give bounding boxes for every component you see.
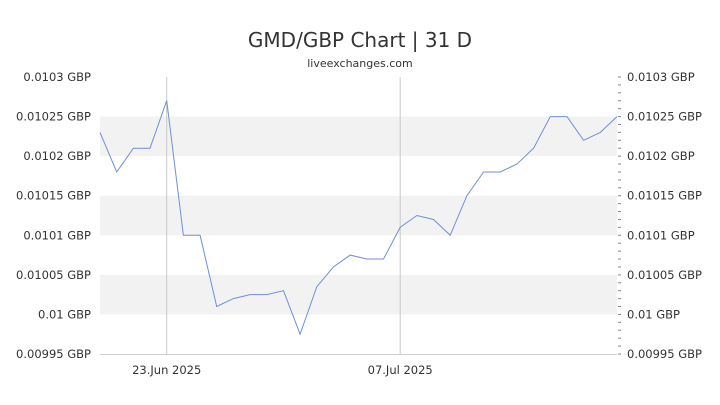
y-tick-label-right: 0.01005 GBP: [627, 268, 702, 282]
x-tick-label: 07.Jul 2025: [368, 363, 433, 377]
y-tick-label-left: 0.0101 GBP: [23, 228, 91, 242]
x-tick-label: 23.Jun 2025: [132, 363, 201, 377]
y-tick-label-left: 0.0103 GBP: [23, 70, 91, 84]
y-tick-label-right: 0.00995 GBP: [627, 347, 702, 361]
y-tick-label-left: 0.01025 GBP: [16, 110, 91, 124]
chart-subtitle: liveexchanges.com: [307, 57, 412, 70]
y-tick-label-right: 0.0101 GBP: [627, 228, 695, 242]
right-axis-minor-ticks: [618, 76, 621, 355]
y-tick-label-left: 0.01015 GBP: [16, 189, 91, 203]
y-tick-label-right: 0.0103 GBP: [627, 70, 695, 84]
y-tick-label-right: 0.0102 GBP: [627, 149, 695, 163]
y-tick-label-left: 0.0102 GBP: [23, 149, 91, 163]
y-tick-label-left: 0.01 GBP: [38, 307, 91, 321]
grid-bands: [100, 116, 617, 315]
chart-title: GMD/GBP Chart | 31 D: [248, 28, 472, 52]
y-tick-label-left: 0.01005 GBP: [16, 268, 91, 282]
vertical-gridlines: [166, 77, 401, 354]
y-tick-label-left: 0.00995 GBP: [16, 347, 91, 361]
y-axis-labels-right: 0.0103 GBP 0.01025 GBP 0.0102 GBP 0.01015 G…: [627, 70, 702, 361]
series-line: [99, 100, 618, 336]
grid-band: [100, 274, 617, 315]
y-tick-label-right: 0.01 GBP: [627, 307, 680, 321]
grid-band: [100, 116, 617, 157]
y-axis-labels-left: 0.0103 GBP 0.01025 GBP 0.0102 GBP 0.01015 G…: [16, 70, 91, 361]
x-axis-labels: 23.Jun 2025 07.Jul 2025: [132, 363, 433, 377]
y-tick-label-right: 0.01025 GBP: [627, 110, 702, 124]
grid-band: [100, 195, 617, 236]
y-tick-label-right: 0.01015 GBP: [627, 189, 702, 203]
